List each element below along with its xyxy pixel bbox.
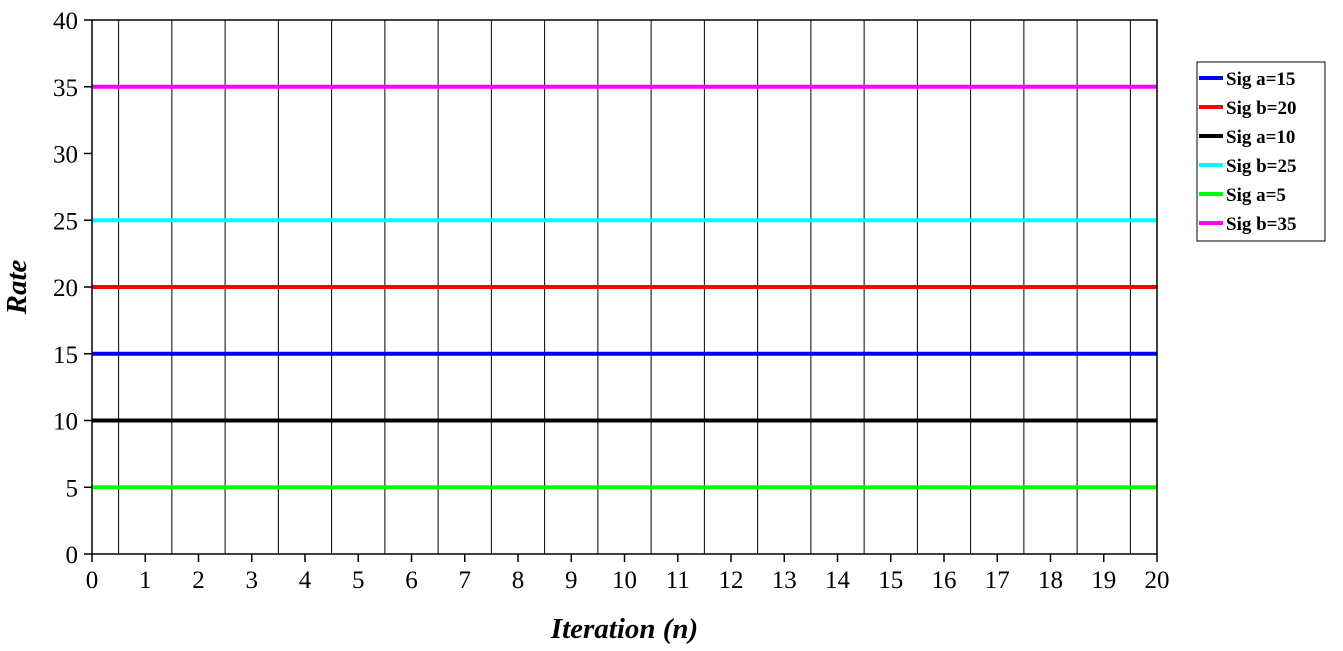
y-tick-label: 20	[53, 275, 78, 302]
x-tick-label: 20	[1145, 567, 1170, 594]
axes: 0 1 2 3 4 5 6 7 8 9 10 11 12 13 14 15 16 17 18 19 2005101520…	[53, 8, 1170, 594]
y-tick-label: 15	[53, 342, 78, 369]
x-tick-label: 1	[139, 567, 152, 594]
legend-label: Sig a=15	[1226, 69, 1295, 90]
x-tick-label: 7	[459, 567, 472, 594]
x-tick-label: 11	[666, 567, 690, 594]
x-tick-label: 18	[1038, 567, 1063, 594]
x-tick-label: 4	[299, 567, 312, 594]
y-tick-label: 10	[53, 409, 78, 436]
x-axis-title: Iteration (n)	[550, 613, 698, 645]
legend-box	[1196, 61, 1326, 242]
x-tick-label: 2	[192, 567, 205, 594]
x-tick-label: 15	[878, 567, 903, 594]
y-tick-label: 30	[53, 142, 78, 169]
x-tick-label: 17	[985, 567, 1010, 594]
legend-label: Sig b=35	[1226, 214, 1297, 235]
x-tick-label: 3	[246, 567, 259, 594]
x-tick-label: 5	[352, 567, 365, 594]
legend-label: Sig b=25	[1226, 156, 1297, 177]
y-tick-label: 0	[66, 542, 79, 569]
x-tick-label: 13	[772, 567, 797, 594]
series-lines	[92, 84, 1157, 490]
x-tick-label: 14	[825, 567, 851, 594]
y-tick-label: 35	[53, 75, 78, 102]
y-tick-label: 25	[53, 208, 78, 235]
legend-label: Sig b=20	[1226, 98, 1297, 119]
x-tick-label: 10	[612, 567, 637, 594]
x-tick-label: 16	[932, 567, 957, 594]
x-tick-label: 8	[512, 567, 525, 594]
legend-label: Sig a=10	[1226, 127, 1295, 148]
x-tick-label: 9	[565, 567, 578, 594]
y-axis-title: Rate	[1, 259, 33, 315]
y-tick-label: 40	[53, 8, 78, 35]
y-tick-label: 5	[66, 475, 79, 502]
legend-label: Sig a=5	[1226, 185, 1286, 206]
x-tick-label: 0	[86, 567, 99, 594]
x-tick-label: 19	[1091, 567, 1116, 594]
x-tick-label: 12	[719, 567, 744, 594]
legend: Sig a=15 Sig b=20 Sig a=10 Sig b=25 Sig a=5 S…	[1196, 61, 1326, 242]
x-tick-label: 6	[405, 567, 418, 594]
